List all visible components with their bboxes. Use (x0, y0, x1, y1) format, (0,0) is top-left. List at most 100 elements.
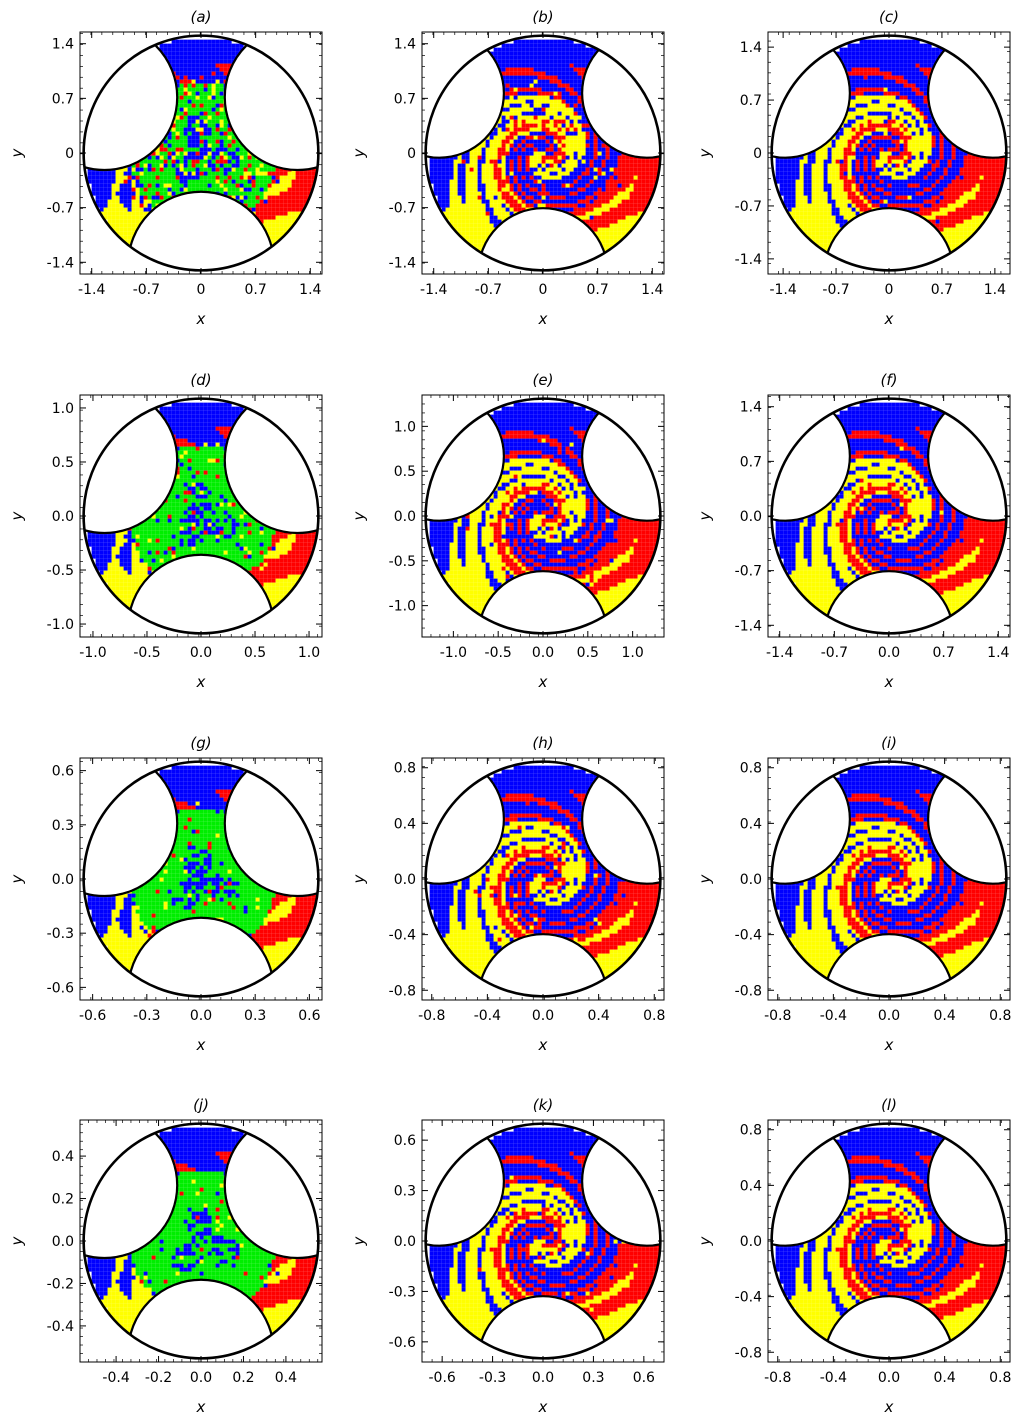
y-tick-label: -1.4 (47, 255, 74, 271)
panel-d: -1.0 -1.0 -0.5 -0.5 0.0 0.0 0.5 0.5 1.0 1.0 (d) x y (8, 371, 323, 691)
x-axis-label: x (538, 1036, 548, 1054)
forbidden-region (83, 35, 179, 172)
x-tick-label: 0.4 (587, 1008, 609, 1024)
y-tick-label: 0.3 (394, 1184, 416, 1200)
basin-map (83, 1123, 319, 1359)
x-tick-label: 0.0 (532, 1370, 554, 1386)
y-tick-label: 0 (65, 146, 74, 162)
x-tick-label: -0.6 (429, 1370, 456, 1386)
x-tick-label: 0.6 (298, 1008, 320, 1024)
y-axis-label: y (350, 1235, 368, 1246)
x-tick-label: 0.0 (878, 645, 900, 661)
x-axis-label: x (884, 1398, 894, 1416)
y-tick-label: -0.4 (47, 1319, 74, 1335)
x-tick-label: -1.4 (78, 282, 105, 298)
x-axis-label: x (538, 673, 548, 691)
x-tick-label: 1.4 (987, 645, 1009, 661)
panel-title: (d) (190, 371, 211, 389)
forbidden-region (83, 1123, 179, 1260)
y-tick-label: 0.4 (740, 1178, 762, 1194)
y-tick-label: 0 (407, 146, 416, 162)
y-tick-label: 0.0 (740, 509, 762, 525)
x-tick-label: 0.6 (633, 1370, 655, 1386)
y-tick-label: 0.7 (394, 91, 416, 107)
y-tick-label: -1.0 (47, 617, 74, 633)
y-axis-label: y (696, 510, 714, 521)
y-axis-label: y (696, 1235, 714, 1246)
forbidden-region (477, 207, 609, 271)
panel-title: (b) (532, 8, 553, 26)
x-tick-label: 0.2 (232, 1370, 254, 1386)
forbidden-region (83, 398, 179, 535)
y-tick-label: 1.4 (52, 37, 74, 53)
forbidden-region (223, 1123, 319, 1260)
y-tick-label: -0.6 (389, 1335, 416, 1351)
y-tick-label: -0.7 (47, 201, 74, 217)
x-tick-label: -1.4 (766, 645, 793, 661)
y-tick-label: 0.0 (740, 1234, 762, 1250)
x-tick-label: -0.8 (764, 1370, 791, 1386)
y-tick-label: -0.8 (735, 1345, 762, 1361)
panel-title: (k) (533, 1096, 553, 1114)
panel-g: -0.6 -0.6 -0.3 -0.3 0.0 0.0 0.3 0.3 0.6 0.6 (g) x y (8, 734, 323, 1054)
x-tick-label: -0.7 (133, 282, 160, 298)
panel-f: -1.4-1.4 -0.7 -0.7 0.0 0.0 0.7 0.7 1.4 1.4 (f) x y (696, 371, 1011, 691)
x-axis-label: x (884, 673, 894, 691)
y-tick-label: -1.4 (389, 255, 416, 271)
y-tick-label: -0.8 (735, 983, 762, 999)
forbidden-region (477, 1295, 609, 1359)
x-tick-label: -1.0 (440, 645, 467, 661)
x-tick-label: 0.4 (933, 1008, 955, 1024)
x-tick-label: 0.7 (931, 282, 953, 298)
forbidden-region (581, 35, 661, 159)
y-tick-label: 1.4 (740, 40, 762, 56)
y-tick-label: 0.0 (394, 872, 416, 888)
y-tick-label: 0.8 (394, 761, 416, 777)
y-tick-label: 0.6 (394, 1133, 416, 1149)
x-tick-label: -0.8 (418, 1008, 445, 1024)
forbidden-region (823, 933, 955, 997)
y-tick-label: 0.5 (52, 455, 74, 471)
y-tick-label: -0.2 (47, 1276, 74, 1292)
y-tick-label: 0.0 (52, 509, 74, 525)
x-tick-label: 1.4 (299, 282, 321, 298)
x-tick-label: 0.5 (577, 645, 599, 661)
panel-e: -1.0 -1.0 -0.5 -0.5 0.0 0.0 0.5 0.5 1.0 1.0 (e) x y (350, 371, 665, 691)
x-tick-label: 0.3 (244, 1008, 266, 1024)
panel-title: (l) (881, 1096, 897, 1114)
panel-title: (h) (532, 734, 553, 752)
y-tick-label: 1.0 (52, 401, 74, 417)
y-tick-label: 1.4 (394, 37, 416, 53)
forbidden-region (425, 398, 505, 522)
forbidden-region (83, 761, 179, 898)
y-tick-label: 0.2 (52, 1192, 74, 1208)
y-tick-label: -0.8 (389, 983, 416, 999)
forbidden-region (477, 570, 609, 634)
panel-j: -0.4 -0.4 -0.2 -0.2 0.0 0.0 0.2 0.2 0.4 0.4 (j) x y (8, 1096, 323, 1416)
x-tick-label: -0.8 (764, 1008, 791, 1024)
x-axis-label: x (884, 1036, 894, 1054)
x-tick-label: 0.7 (587, 282, 609, 298)
y-tick-label: 0.0 (394, 1234, 416, 1250)
y-tick-label: 0.4 (740, 816, 762, 832)
y-tick-label: 0.8 (740, 1123, 762, 1139)
x-tick-label: 0.0 (878, 1008, 900, 1024)
x-tick-label: 0.8 (643, 1008, 665, 1024)
x-axis-label: x (196, 673, 206, 691)
y-axis-label: y (8, 873, 26, 884)
x-tick-label: 0.0 (532, 1008, 554, 1024)
y-tick-label: -1.0 (389, 599, 416, 615)
basin-map (771, 35, 1007, 271)
x-tick-label: 1.0 (298, 645, 320, 661)
x-tick-label: 0.4 (933, 1370, 955, 1386)
panel-title: (a) (191, 8, 212, 26)
x-tick-label: 0 (539, 282, 548, 298)
y-tick-label: 0.6 (52, 764, 74, 780)
y-tick-label: 0.0 (52, 872, 74, 888)
forbidden-region (223, 761, 319, 898)
y-tick-label: 0 (753, 146, 762, 162)
panel-h: -0.8-0.8 -0.4 -0.4 0.0 0.0 0.4 0.4 0.8 0.8 (h) x y (350, 734, 665, 1054)
panel-title: (g) (190, 734, 211, 752)
panel-title: (c) (879, 8, 899, 26)
panel-title: (j) (193, 1096, 209, 1114)
